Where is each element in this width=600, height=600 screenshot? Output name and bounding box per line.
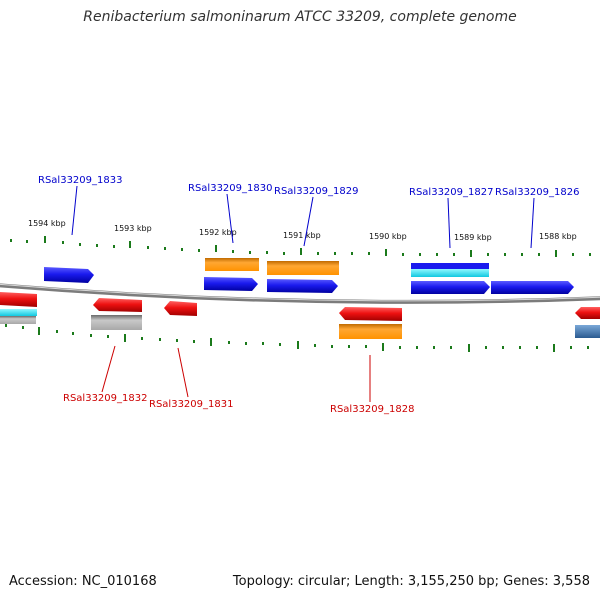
gene-blue-feature[interactable] xyxy=(411,263,489,269)
tick-label: 1594 kbp xyxy=(28,219,66,228)
gene-forward-arrow[interactable] xyxy=(44,267,94,283)
gene-forward-arrow[interactable] xyxy=(204,277,258,291)
gene-forward-arrow[interactable] xyxy=(411,281,490,294)
gene-reverse-arrow[interactable] xyxy=(93,298,142,312)
gene-orange-feature[interactable] xyxy=(267,261,339,275)
tick-label: 1590 kbp xyxy=(369,232,407,241)
gene-label-forward[interactable]: RSal33209_1829 xyxy=(274,186,358,197)
label-leader-line xyxy=(303,196,314,247)
gene-cyan-feature[interactable] xyxy=(411,269,489,277)
inner-tick-row xyxy=(5,324,589,352)
gene-reverse-arrow[interactable] xyxy=(164,301,197,316)
gene-label-reverse[interactable]: RSal33209_1831 xyxy=(149,399,233,410)
gene-label-forward[interactable]: RSal33209_1833 xyxy=(38,175,122,186)
gene-reverse-arrow[interactable] xyxy=(339,307,402,321)
gene-label-reverse[interactable]: RSal33209_1832 xyxy=(63,393,147,404)
gene-steel-feature[interactable] xyxy=(575,325,600,338)
gene-reverse-arrow[interactable] xyxy=(575,307,600,319)
label-leader-line xyxy=(101,345,116,393)
label-leader-line xyxy=(530,197,535,249)
gene-label-reverse[interactable]: RSal33209_1828 xyxy=(330,404,414,415)
gene-orange-feature[interactable] xyxy=(339,324,402,339)
label-leader-line xyxy=(447,197,451,249)
gene-forward-arrow[interactable] xyxy=(267,279,338,293)
gene-label-forward[interactable]: RSal33209_1830 xyxy=(188,183,272,194)
gene-reverse-arrow[interactable] xyxy=(0,292,37,307)
gene-label-forward[interactable]: RSal33209_1826 xyxy=(495,187,579,198)
gene-forward-arrow[interactable] xyxy=(491,281,574,294)
label-leader-line xyxy=(177,347,189,398)
tick-label: 1593 kbp xyxy=(114,224,152,233)
tick-label: 1591 kbp xyxy=(283,231,321,240)
accession-label: Accession: NC_010168 xyxy=(9,574,157,589)
tick-label: 1589 kbp xyxy=(454,233,492,242)
gene-label-forward[interactable]: RSal33209_1827 xyxy=(409,187,493,198)
label-leader-line xyxy=(226,193,234,244)
genome-summary: Topology: circular; Length: 3,155,250 bp… xyxy=(232,574,590,589)
tick-label: 1588 kbp xyxy=(539,232,577,241)
outer-tick-row xyxy=(10,236,591,257)
label-leader-line xyxy=(71,185,78,236)
gene-gray-feature[interactable] xyxy=(91,315,142,330)
map-title: Renibacterium salmoninarum ATCC 33209, c… xyxy=(83,9,517,25)
genome-backbone xyxy=(0,283,600,304)
gene-orange-feature[interactable] xyxy=(205,258,259,271)
tick-label: 1592 kbp xyxy=(199,228,237,237)
gene-cyan-feature[interactable] xyxy=(0,309,37,316)
gene-gray-feature[interactable] xyxy=(0,316,36,324)
